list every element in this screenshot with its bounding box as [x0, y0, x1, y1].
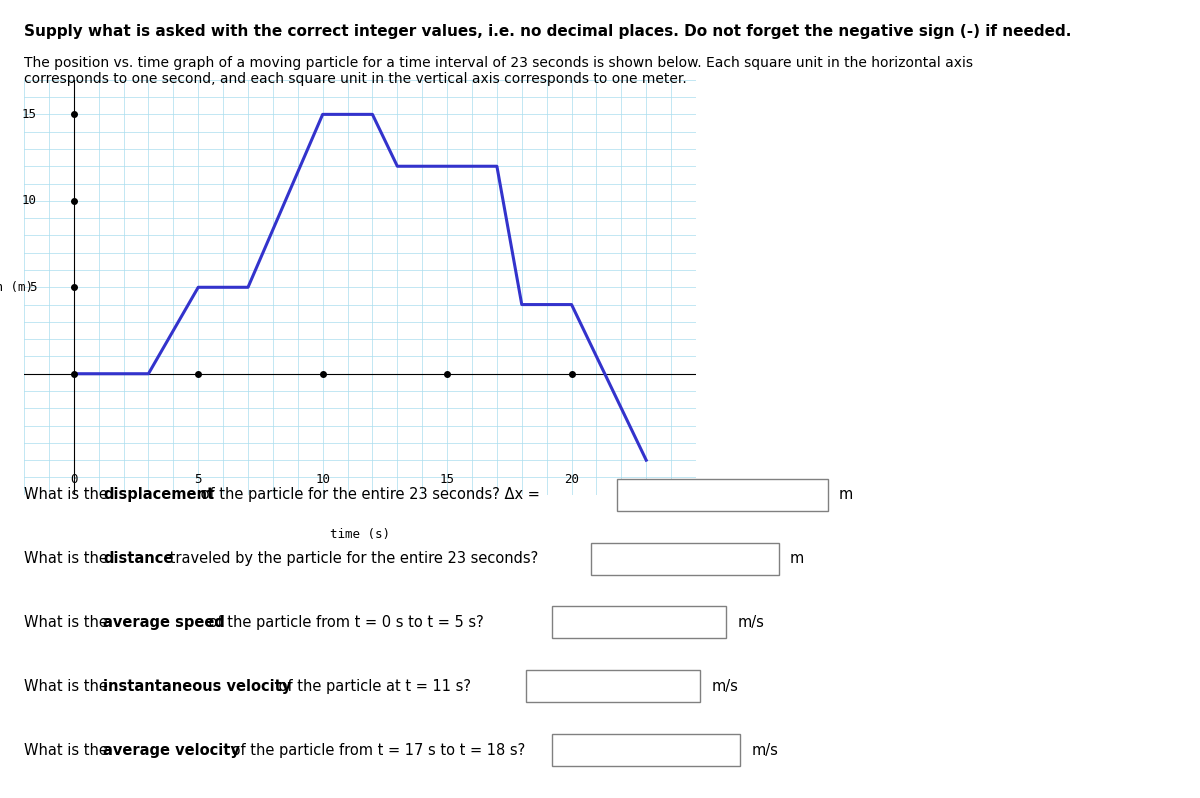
Text: What is the: What is the [24, 679, 113, 693]
Text: traveled by the particle for the entire 23 seconds?: traveled by the particle for the entire … [166, 551, 539, 566]
Text: 5: 5 [29, 281, 36, 294]
Text: 10: 10 [22, 195, 36, 207]
Text: average speed: average speed [103, 615, 226, 630]
Text: of the particle from t = 17 s to t = 18 s?: of the particle from t = 17 s to t = 18 … [227, 743, 526, 757]
Text: 15: 15 [439, 473, 455, 486]
Text: What is the: What is the [24, 551, 113, 566]
Text: time (s): time (s) [330, 528, 390, 541]
Text: What is the: What is the [24, 488, 113, 502]
FancyBboxPatch shape [552, 606, 726, 638]
Text: 10: 10 [316, 473, 330, 486]
Text: position (m): position (m) [0, 281, 34, 294]
Text: 20: 20 [564, 473, 580, 486]
Text: displacement: displacement [103, 488, 215, 502]
Text: m/s: m/s [712, 679, 738, 693]
Text: Supply what is asked with the correct integer values, i.e. no decimal places. Do: Supply what is asked with the correct in… [24, 24, 1072, 39]
Text: 5: 5 [194, 473, 202, 486]
FancyBboxPatch shape [526, 670, 700, 702]
FancyBboxPatch shape [590, 543, 779, 575]
Text: average velocity: average velocity [103, 743, 240, 757]
Text: 0: 0 [70, 473, 78, 486]
Text: of the particle from t = 0 s to t = 5 s?: of the particle from t = 0 s to t = 5 s? [204, 615, 484, 630]
Text: What is the: What is the [24, 743, 113, 757]
Text: 15: 15 [22, 108, 36, 120]
Text: m: m [839, 488, 853, 502]
FancyBboxPatch shape [617, 479, 828, 511]
Text: of the particle for the entire 23 seconds? Δx =: of the particle for the entire 23 second… [197, 488, 540, 502]
Text: What is the: What is the [24, 615, 113, 630]
Text: of the particle at t = 11 s?: of the particle at t = 11 s? [274, 679, 470, 693]
Text: m/s: m/s [751, 743, 778, 757]
Text: distance: distance [103, 551, 174, 566]
Text: The position vs. time graph of a moving particle for a time interval of 23 secon: The position vs. time graph of a moving … [24, 56, 973, 86]
FancyBboxPatch shape [552, 734, 740, 766]
Text: m: m [790, 551, 804, 566]
Text: instantaneous velocity: instantaneous velocity [103, 679, 292, 693]
Text: m/s: m/s [738, 615, 764, 630]
